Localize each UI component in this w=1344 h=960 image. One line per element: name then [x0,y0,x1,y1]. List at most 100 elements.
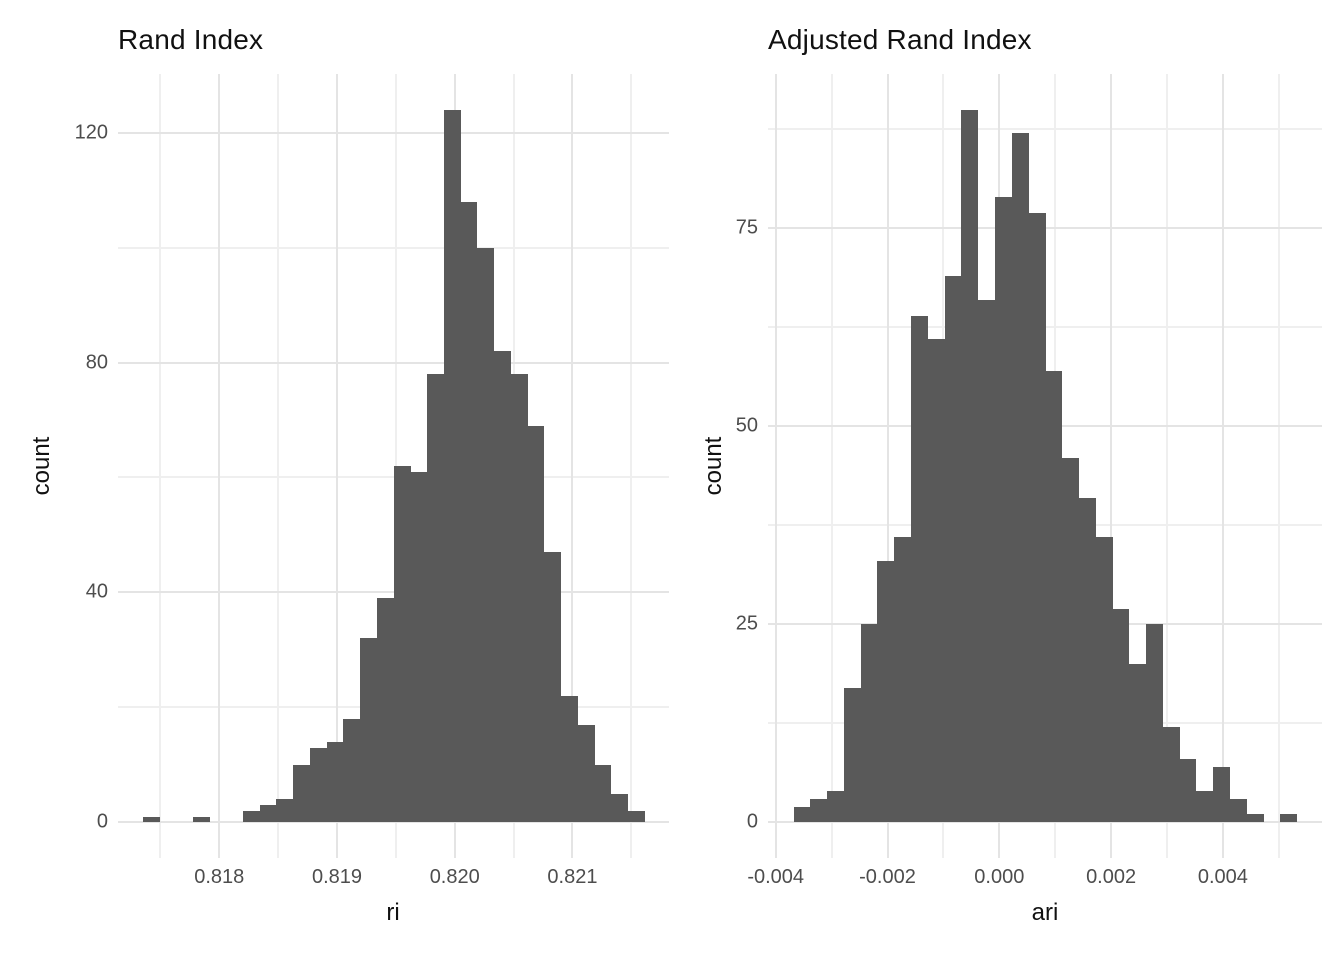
histogram-bar [978,299,996,823]
x-major-gridline [1221,74,1224,858]
histogram-bar [493,351,511,823]
histogram-bar [243,810,261,823]
y-tick-label: 80 [85,351,108,374]
histogram-bar [477,247,495,823]
histogram-bar [1246,814,1264,823]
x-tick-label: 0.004 [1197,866,1248,888]
histogram-bar [410,471,428,823]
x-tick-label: 0.820 [429,866,480,888]
histogram-bar [944,275,962,823]
x-minor-gridline [830,74,833,858]
histogram-bar [1145,624,1163,823]
histogram-bar [259,805,277,823]
y-major-gridline [118,131,669,134]
histogram-bar [1212,766,1230,823]
x-major-gridline [218,74,221,858]
y-minor-gridline [768,128,1322,131]
x-minor-gridline [277,74,280,858]
x-tick-label: 0.818 [194,866,245,888]
plot-panel [118,74,669,858]
histogram-bar [460,201,478,823]
histogram-bar [594,764,612,823]
y-axis-title: count [700,436,727,496]
histogram-bar [192,816,210,823]
plot-title: Adjusted Rand Index [768,24,1032,55]
x-minor-gridline [1277,74,1280,858]
x-axis-tick-labels: -0.004 -0.002 0.000 0.002 0.004 [672,866,1344,892]
y-axis-title: count [28,436,55,496]
histogram-bar [1196,790,1214,823]
histogram-bar [927,339,945,823]
histogram-bar [1078,497,1096,823]
y-tick-label: 120 [74,121,108,144]
x-tick-label: 0.821 [547,866,598,888]
plot-title: Rand Index [118,24,264,55]
y-tick-label: 0 [96,810,108,833]
x-major-gridline [571,74,574,858]
x-major-gridline [886,74,889,858]
histogram-bar [827,790,845,823]
plot-adjusted-rand-index: Adjusted Rand Index count 0 25 50 75 -0.004… [672,0,1344,960]
histogram-bar [1028,212,1046,823]
histogram-bar [527,425,545,823]
histogram-bar [510,374,528,823]
plot-panel [768,74,1322,858]
y-major-gridline [768,821,1322,824]
plot-rand-index: Rand Index count 0 40 80 120 0.818 0.819 0.82… [0,24,672,926]
y-tick-label: 75 [735,216,758,239]
histogram-bar [994,196,1012,823]
histogram-bar [793,806,811,823]
histogram-bar [293,764,311,823]
x-major-gridline [1110,74,1113,858]
histogram-bar [860,624,878,823]
histogram-bar [1229,798,1247,823]
histogram-bar [343,718,361,823]
histogram-bar [376,598,394,823]
histogram-bar [877,561,895,823]
histogram-bar [1128,663,1147,823]
histogram-bar [543,552,562,823]
x-tick-label: -0.004 [747,866,805,888]
histogram-bar [443,109,461,823]
y-tick-label: 50 [735,414,758,437]
histogram-bar [610,793,628,823]
histogram-bar [1112,608,1130,823]
x-axis-tick-labels: 0.818 0.819 0.820 0.821 [0,866,672,892]
histogram-bar [309,747,328,823]
histogram-bar [426,374,445,823]
histogram-bar [560,695,578,823]
x-minor-gridline [1165,74,1168,858]
x-tick-label: -0.002 [859,866,916,888]
histogram-bar [326,741,344,823]
histogram-bar [142,816,160,823]
histogram-bar [393,466,411,823]
y-major-gridline [118,821,669,824]
y-tick-label: 0 [746,810,758,833]
histogram-bar [1011,133,1029,823]
x-major-gridline [774,74,777,858]
y-tick-label: 25 [735,612,758,635]
x-major-gridline [335,74,338,858]
histogram-bar [1179,759,1197,823]
histogram-bar [1045,370,1063,823]
histogram-bar [961,109,979,823]
y-minor-gridline [118,246,669,249]
x-minor-gridline [159,74,162,858]
histogram-bar [577,724,595,823]
histogram-bar [1279,814,1298,823]
histogram-bar [894,537,912,823]
histogram-bar [627,810,645,823]
histogram-bar [810,798,828,823]
histogram-bar [910,315,929,823]
x-tick-label: 0.000 [974,866,1025,888]
histogram-bar [1162,727,1180,823]
y-major-gridline [118,361,669,364]
x-tick-label: 0.002 [1086,866,1137,888]
histogram-bar [1061,458,1080,823]
x-tick-label: 0.819 [311,866,363,888]
histogram-bar [843,687,862,823]
histogram-bar [360,638,378,823]
x-axis-title: ri [386,899,400,926]
